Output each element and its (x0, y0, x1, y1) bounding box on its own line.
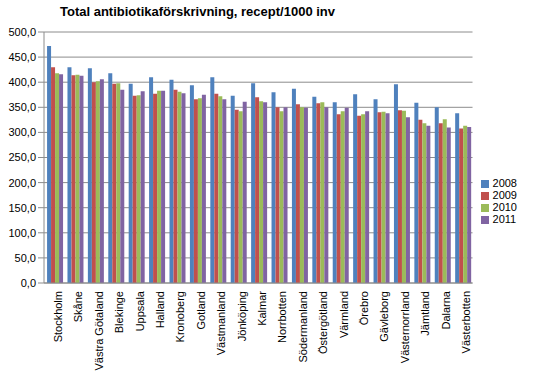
svg-text:Gotland: Gotland (195, 291, 207, 330)
svg-text:Västerbotten: Västerbotten (460, 291, 472, 353)
svg-text:300,0: 300,0 (8, 126, 36, 138)
svg-text:Värmland: Värmland (338, 291, 350, 338)
svg-text:Södermanland: Södermanland (297, 291, 309, 363)
html-text:2008: 2008 (492, 176, 517, 189)
svg-text:0,0: 0,0 (21, 277, 36, 289)
svg-text:250,0: 250,0 (8, 151, 36, 163)
svg-text:Kalmar: Kalmar (256, 291, 268, 326)
html-text:2011: 2011 (492, 212, 517, 225)
svg-text:Kronoberg: Kronoberg (174, 291, 186, 342)
html-text:Total antibiotikaförskrivning,: Total antibiotikaförskrivning, recept/10… (60, 4, 335, 19)
svg-text:Stockholm: Stockholm (52, 291, 64, 342)
svg-text:Uppsala: Uppsala (134, 290, 146, 331)
svg-text:Skåne: Skåne (72, 291, 84, 322)
svg-text:Örebro: Örebro (358, 291, 370, 325)
html-text:2009: 2009 (492, 188, 517, 201)
svg-text:Halland: Halland (154, 291, 166, 328)
svg-text:500,0: 500,0 (8, 26, 36, 38)
svg-text:350,0: 350,0 (8, 101, 36, 113)
svg-text:Blekinge: Blekinge (113, 291, 125, 333)
svg-text:150,0: 150,0 (8, 202, 36, 214)
svg-text:Dalarna: Dalarna (440, 290, 452, 329)
svg-text:400,0: 400,0 (8, 76, 36, 88)
svg-text:200,0: 200,0 (8, 177, 36, 189)
svg-text:Norrbotten: Norrbotten (276, 291, 288, 343)
svg-text:Västra Götaland: Västra Götaland (93, 291, 105, 371)
svg-text:Östergötland: Östergötland (317, 291, 329, 354)
svg-text:100,0: 100,0 (8, 227, 36, 239)
svg-text:Västmanland: Västmanland (215, 291, 227, 355)
svg-text:Västernorrland: Västernorrland (399, 291, 411, 363)
svg-text:Jönköping: Jönköping (236, 291, 248, 341)
svg-text:Gävleborg: Gävleborg (379, 291, 391, 342)
html-text:2010: 2010 (492, 200, 517, 213)
svg-text:Jämtland: Jämtland (419, 291, 431, 336)
svg-text:450,0: 450,0 (8, 51, 36, 63)
svg-text:50,0: 50,0 (15, 252, 36, 264)
